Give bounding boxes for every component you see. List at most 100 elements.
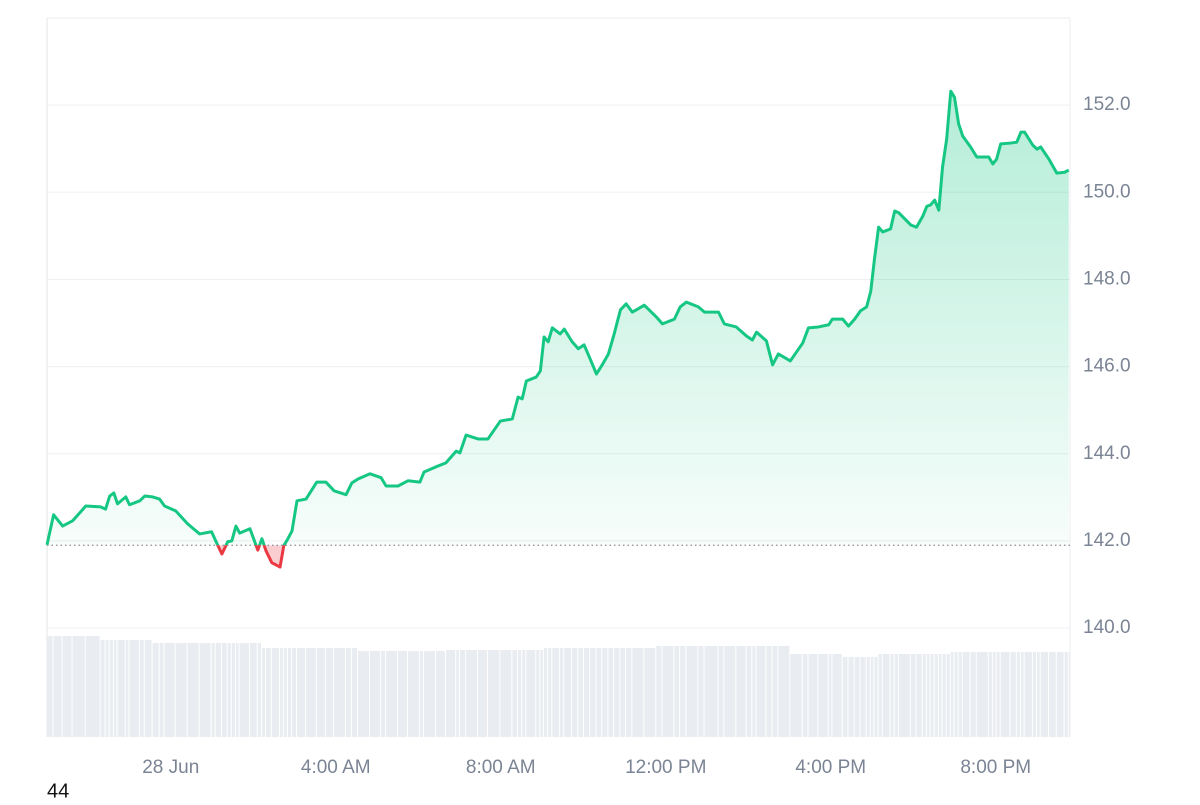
volume-bar xyxy=(756,646,766,737)
volume-bar xyxy=(540,650,544,737)
volume-bar xyxy=(1040,652,1048,737)
volume-bar xyxy=(1048,652,1056,737)
volume-bar xyxy=(144,640,152,737)
volume-bar xyxy=(227,643,231,737)
volume-bar xyxy=(113,640,117,737)
volume-bar xyxy=(215,643,221,737)
volume-bar xyxy=(334,648,346,737)
volume-bar xyxy=(105,640,109,737)
volume-bar xyxy=(938,654,942,737)
volume-bar xyxy=(976,652,988,737)
price-line-above xyxy=(45,89,1070,546)
volume-bar xyxy=(790,654,802,737)
volume-bar xyxy=(424,651,435,737)
volume-bar xyxy=(445,650,456,737)
volume-bar xyxy=(752,646,756,737)
volume-bar xyxy=(1056,652,1064,737)
volume-bar xyxy=(125,640,129,737)
volume-bar xyxy=(239,643,249,737)
volume-bar xyxy=(296,648,306,737)
volume-bar xyxy=(614,648,620,737)
volume-bar xyxy=(487,650,500,737)
volume-bar xyxy=(117,640,125,737)
volume-bar xyxy=(346,648,351,737)
volume-bar xyxy=(746,646,752,737)
volume-bar xyxy=(419,651,424,737)
y-tick-label: 142.0 xyxy=(1083,530,1131,551)
x-tick-label: 4:00 PM xyxy=(795,757,866,778)
volume-bar xyxy=(398,651,407,737)
volume-bar xyxy=(283,648,287,737)
y-tick-label: 140.0 xyxy=(1083,617,1131,638)
volume-bar xyxy=(211,643,215,737)
volume-bar xyxy=(890,654,894,737)
volume-bar xyxy=(894,654,898,737)
volume-bar xyxy=(164,643,175,737)
y-tick-label: 152.0 xyxy=(1083,94,1131,115)
volume-bar xyxy=(287,648,292,737)
volume-bar xyxy=(778,646,790,737)
volume-bar xyxy=(962,652,970,737)
volume-bar xyxy=(1024,652,1032,737)
volume-bar xyxy=(1037,652,1040,737)
volume-bar xyxy=(358,651,369,737)
volume-bar xyxy=(257,643,261,737)
volume-bar xyxy=(596,648,602,737)
volume-bar xyxy=(620,648,626,737)
volume-bar xyxy=(231,643,235,737)
volume-bar xyxy=(988,652,992,737)
volume-bar xyxy=(674,646,680,737)
volume-bar xyxy=(926,654,930,737)
volume-bar xyxy=(560,648,564,737)
volume-bar xyxy=(199,643,211,737)
volume-bar xyxy=(818,654,828,737)
volume-bar xyxy=(656,646,662,737)
volume-bar xyxy=(139,640,144,737)
volume-bar xyxy=(958,652,962,737)
volume-bar xyxy=(271,648,280,737)
volume-bar xyxy=(992,652,996,737)
volume-bar xyxy=(100,640,105,737)
volume-bar xyxy=(772,646,778,737)
volume-bar xyxy=(62,636,72,737)
volume-bar xyxy=(325,648,334,737)
volume-bar xyxy=(970,652,976,737)
volume-bar xyxy=(602,648,608,737)
y-tick-label: 150.0 xyxy=(1083,181,1131,202)
volume-bar xyxy=(898,654,910,737)
volume-bar xyxy=(954,652,958,737)
volume-bar xyxy=(686,646,698,737)
y-tick-label: 148.0 xyxy=(1083,268,1131,289)
volume-bar xyxy=(221,643,227,737)
volume-bar xyxy=(47,636,53,737)
volume-bar xyxy=(848,657,854,737)
volume-bar xyxy=(72,636,85,737)
volume-bar xyxy=(526,650,536,737)
volume-bar xyxy=(832,654,842,737)
volume-bar xyxy=(882,654,890,737)
volume-bar xyxy=(718,646,724,737)
volume-bar xyxy=(874,657,878,737)
volume-bar xyxy=(584,648,590,737)
volume-bar xyxy=(478,650,487,737)
volume-bar xyxy=(386,651,398,737)
volume-bar xyxy=(910,654,916,737)
footnote: 44 xyxy=(47,780,69,800)
volume-bar xyxy=(866,657,870,737)
volume-bar xyxy=(680,646,686,737)
volume-bar xyxy=(456,650,459,737)
volume-bar xyxy=(459,650,466,737)
volume-bar xyxy=(522,650,526,737)
volume-bar xyxy=(996,652,1000,737)
volume-bar xyxy=(552,648,560,737)
volume-bar xyxy=(916,654,922,737)
volume-bar xyxy=(159,643,164,737)
volume-bar xyxy=(152,643,159,737)
volume-bar xyxy=(53,636,62,737)
x-tick-label: 4:00 AM xyxy=(301,757,371,778)
volume-bar xyxy=(548,648,552,737)
volume-bar xyxy=(564,648,572,737)
volume-bar xyxy=(1010,652,1016,737)
